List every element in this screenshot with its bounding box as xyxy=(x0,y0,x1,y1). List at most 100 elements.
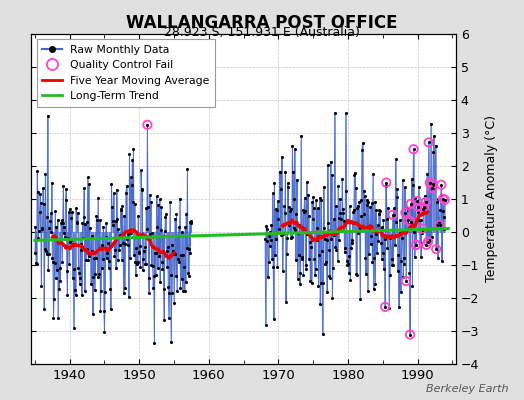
Point xyxy=(368,259,377,265)
Point xyxy=(411,194,420,201)
Point xyxy=(112,265,121,271)
Point xyxy=(67,215,75,221)
Point xyxy=(170,251,179,257)
Point xyxy=(152,250,160,256)
Point xyxy=(270,316,278,322)
Point xyxy=(119,290,128,296)
Point xyxy=(391,242,399,248)
Point xyxy=(48,180,56,186)
Point xyxy=(306,278,314,285)
Point xyxy=(62,268,71,274)
Point xyxy=(47,229,56,235)
Point xyxy=(413,204,422,210)
Point xyxy=(418,230,426,236)
Point xyxy=(422,242,431,248)
Point xyxy=(185,246,193,252)
Point xyxy=(361,254,369,261)
Point xyxy=(358,140,367,146)
Point xyxy=(304,192,312,198)
Point xyxy=(55,286,63,292)
Point xyxy=(392,186,401,192)
Text: WALLANGARRA POST OFFICE: WALLANGARRA POST OFFICE xyxy=(126,14,398,32)
Point xyxy=(89,274,97,280)
Point xyxy=(94,195,102,201)
Point xyxy=(359,224,367,230)
Point xyxy=(163,264,171,270)
Point xyxy=(294,251,303,258)
Point xyxy=(408,283,417,290)
Point xyxy=(298,256,307,263)
Point xyxy=(80,214,88,220)
Point xyxy=(436,206,444,213)
Point xyxy=(318,248,326,254)
Point xyxy=(337,228,346,234)
Point xyxy=(307,280,315,286)
Point xyxy=(100,329,108,336)
Point xyxy=(374,222,382,228)
Point xyxy=(288,234,296,240)
Point xyxy=(274,198,282,204)
Point xyxy=(376,226,385,232)
Point xyxy=(352,185,360,191)
Point xyxy=(133,261,141,268)
Point xyxy=(152,193,161,199)
Point xyxy=(186,250,194,256)
Point xyxy=(410,254,419,260)
Point xyxy=(119,240,127,246)
Point xyxy=(414,209,422,215)
Point xyxy=(336,210,345,216)
Point xyxy=(74,265,83,271)
Point xyxy=(360,211,368,217)
Point xyxy=(350,172,358,178)
Point xyxy=(31,250,39,256)
Point xyxy=(120,213,128,219)
Point xyxy=(80,185,89,191)
Point xyxy=(99,224,107,230)
Point xyxy=(105,258,113,264)
Point xyxy=(101,289,110,296)
Point xyxy=(81,288,89,294)
Point xyxy=(139,256,148,262)
Point xyxy=(132,271,140,278)
Point xyxy=(275,226,283,232)
Point xyxy=(78,220,86,227)
Point xyxy=(398,235,406,241)
Point xyxy=(38,226,47,232)
Point xyxy=(140,247,148,254)
Point xyxy=(149,273,158,280)
Point xyxy=(158,266,167,272)
Point xyxy=(278,268,287,274)
Point xyxy=(433,222,442,229)
Point xyxy=(176,196,184,202)
Point xyxy=(143,226,151,232)
Point xyxy=(183,245,191,251)
Point xyxy=(81,221,90,227)
Point xyxy=(289,169,297,176)
Point xyxy=(317,197,325,204)
Point xyxy=(278,154,286,160)
Point xyxy=(440,226,448,232)
Point xyxy=(43,112,52,119)
Point xyxy=(424,238,432,245)
Point xyxy=(308,198,316,205)
Point xyxy=(287,206,296,212)
Point xyxy=(146,230,155,237)
Point xyxy=(438,258,446,264)
Point xyxy=(58,217,66,223)
Point xyxy=(265,232,274,239)
Point xyxy=(333,228,341,234)
Point xyxy=(421,204,429,210)
Point xyxy=(151,250,159,256)
Text: Berkeley Earth: Berkeley Earth xyxy=(426,384,508,394)
Point xyxy=(50,296,58,302)
Point xyxy=(125,293,133,300)
Point xyxy=(144,204,152,210)
Point xyxy=(143,122,151,128)
Point xyxy=(53,267,61,274)
Point xyxy=(365,251,373,257)
Point xyxy=(387,233,395,240)
Point xyxy=(311,272,319,279)
Point xyxy=(405,221,413,228)
Point xyxy=(180,263,188,270)
Point xyxy=(178,229,187,235)
